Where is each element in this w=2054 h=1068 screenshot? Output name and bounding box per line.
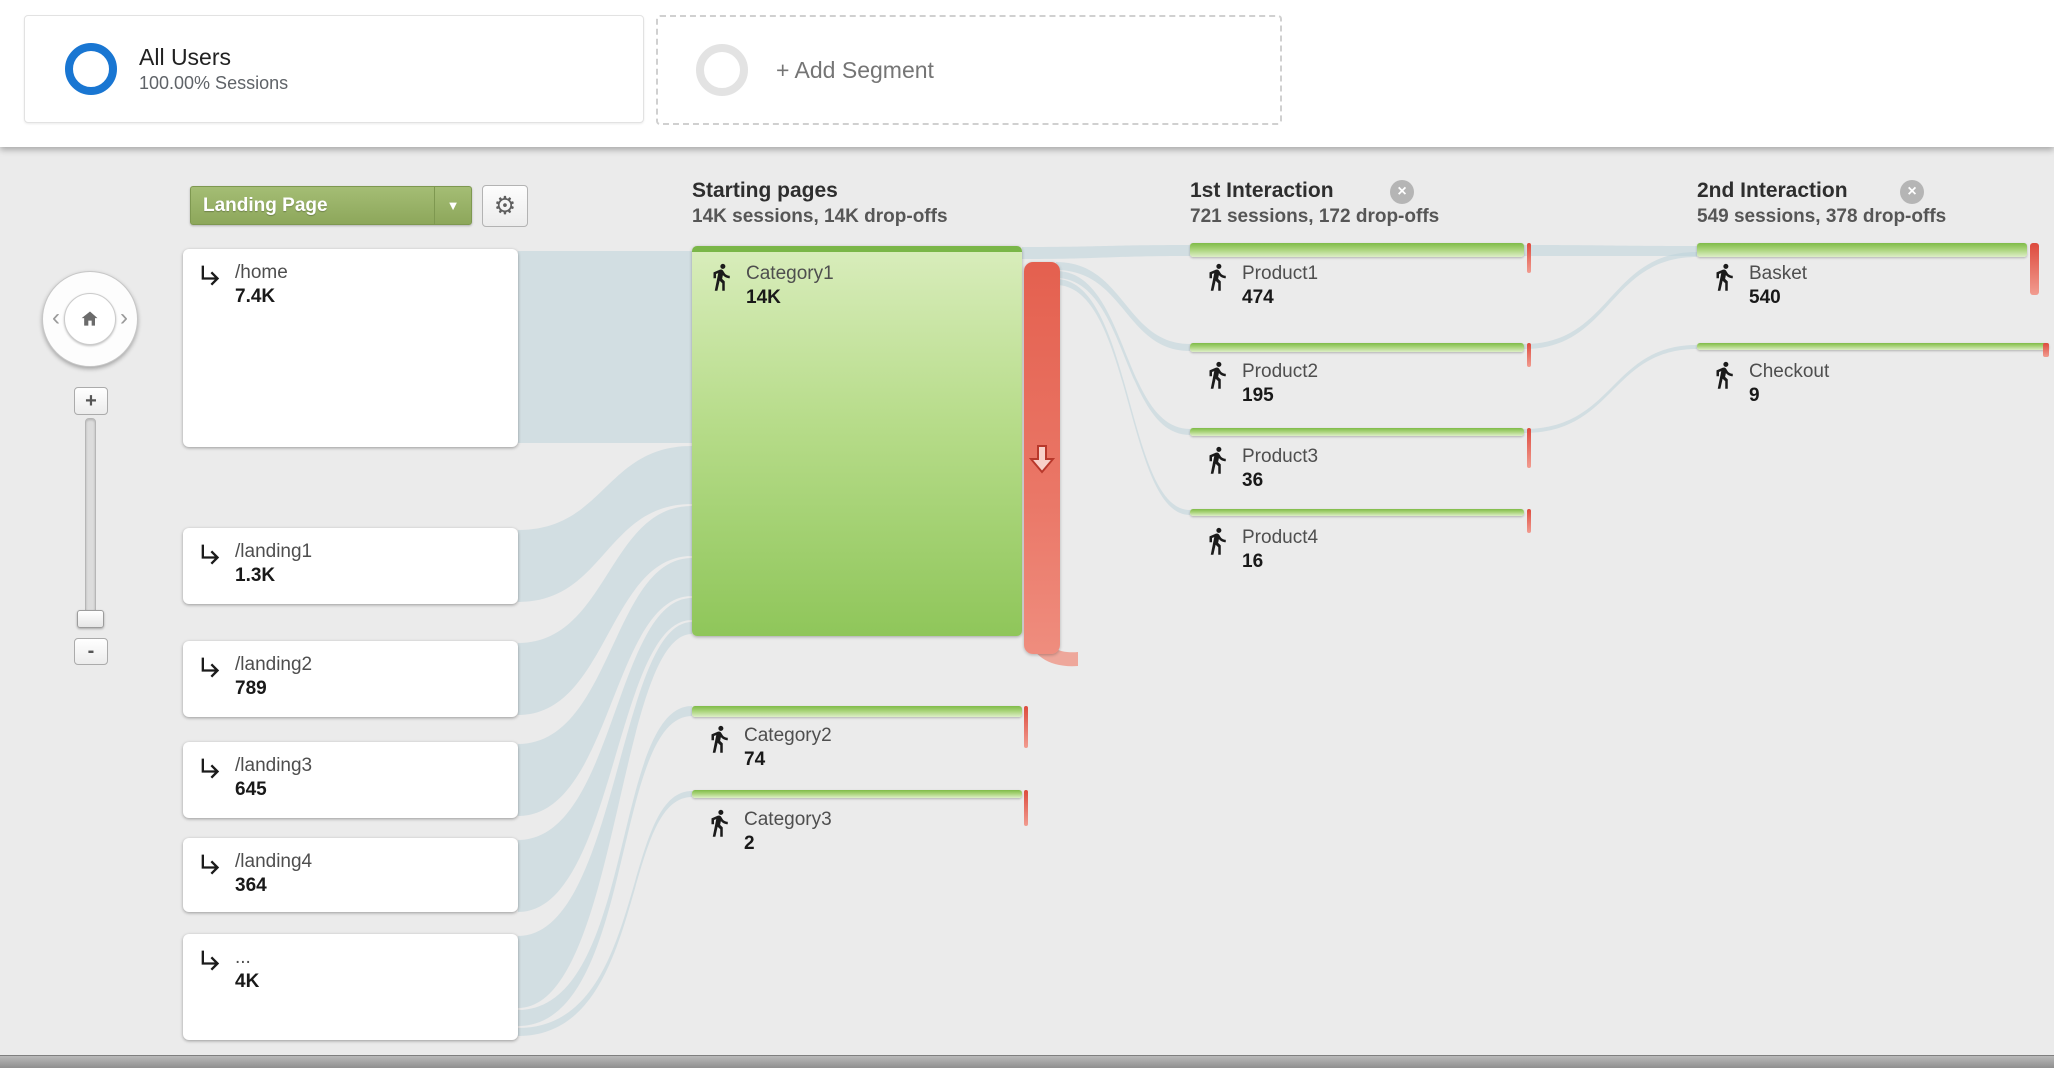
node-value: 4K [235, 971, 260, 992]
segment-ring-icon [65, 43, 117, 95]
node-value: 7.4K [235, 286, 276, 307]
close-icon: × [1907, 183, 1917, 200]
node-product3-bar[interactable] [1190, 428, 1524, 436]
node-product4-bar[interactable] [1190, 509, 1524, 516]
node-label: /landing4 [235, 851, 313, 872]
walking-person-icon [713, 263, 730, 291]
segment-card-all-users[interactable]: All Users 100.00% Sessions [24, 15, 644, 123]
dropoff-tick [1024, 706, 1028, 748]
column-subtitle: 14K sessions, 14K drop-offs [692, 206, 948, 227]
zoom-in-label: + [85, 389, 97, 412]
column-subtitle: 721 sessions, 172 drop-offs [1190, 206, 1440, 227]
zoom-slider-track[interactable] [85, 418, 96, 616]
walking-person-icon [711, 809, 728, 837]
column-title: Starting pages [692, 179, 838, 202]
settings-gear-button[interactable]: ⚙ [482, 185, 528, 227]
node-value: 645 [235, 779, 267, 800]
walking-person-icon [711, 725, 728, 753]
column-header-2nd-interaction: 2nd Interaction 549 sessions, 378 drop-o… [1697, 178, 2054, 231]
add-segment-label: + Add Segment [776, 56, 934, 83]
node-category1[interactable] [692, 246, 1022, 636]
column-header-starting-pages: Starting pages 14K sessions, 14K drop-of… [692, 178, 1112, 231]
walking-person-icon [1209, 361, 1226, 389]
dimension-dropdown-label: Landing Page [203, 194, 328, 216]
entrance-arrow-icon [201, 657, 220, 678]
entrance-arrow-icon [201, 950, 220, 971]
walking-person-icon [1209, 446, 1226, 474]
node-value: 1.3K [235, 565, 276, 586]
landing-node-home[interactable]: /home 7.4K [183, 249, 518, 447]
entrance-arrow-icon [201, 854, 220, 875]
dropoff-tick [2030, 243, 2039, 295]
add-segment-ring-icon [696, 44, 748, 96]
node-label-category1: Category1 14K [706, 262, 834, 310]
dropoff-tick [1024, 790, 1028, 826]
column-title: 1st Interaction [1190, 179, 1334, 202]
home-button[interactable] [64, 293, 116, 345]
node-category3-bar[interactable] [692, 790, 1022, 798]
node-checkout-bar[interactable] [1697, 343, 2049, 350]
column-header-1st-interaction: 1st Interaction 721 sessions, 172 drop-o… [1190, 178, 1610, 231]
zoom-out-button[interactable]: - [74, 638, 108, 665]
node-label: /home [235, 262, 288, 283]
zoom-in-button[interactable]: + [74, 387, 108, 415]
walking-person-icon [1209, 527, 1226, 555]
node-label: /landing3 [235, 755, 313, 776]
entrance-arrow-icon [201, 758, 220, 779]
node-product2-bar[interactable] [1190, 343, 1524, 352]
pan-right-button[interactable]: › [120, 303, 128, 331]
node-label-checkout: Checkout 9 [1709, 360, 1829, 408]
pan-wheel: ‹ › [42, 271, 138, 367]
node-label: /landing1 [235, 541, 313, 562]
chevron-down-icon: ▼ [434, 187, 471, 224]
landing-node-landing3[interactable]: /landing3 645 [183, 742, 518, 818]
walking-person-icon [1209, 263, 1226, 291]
dropoff-tick [1527, 343, 1531, 367]
dropoff-tick [1527, 243, 1531, 273]
segment-bar: All Users 100.00% Sessions + Add Segment [0, 0, 2054, 147]
node-label-product3: Product3 36 [1202, 445, 1318, 493]
walking-person-icon [1716, 263, 1733, 291]
close-column-button[interactable]: × [1900, 180, 1924, 204]
node-label-basket: Basket 540 [1709, 262, 1807, 310]
zoom-slider-handle[interactable] [77, 610, 104, 628]
walking-person-icon [1716, 361, 1733, 389]
dimension-dropdown[interactable]: Landing Page ▼ [190, 186, 472, 225]
pan-left-button[interactable]: ‹ [52, 303, 60, 331]
node-label-category3: Category3 2 [704, 808, 832, 856]
node-label: /landing2 [235, 654, 313, 675]
node-label-product2: Product2 195 [1202, 360, 1318, 408]
segment-subtitle: 100.00% Sessions [139, 73, 289, 93]
node-value: 789 [235, 678, 267, 699]
landing-node-landing2[interactable]: /landing2 789 [183, 641, 518, 717]
home-icon [81, 311, 98, 326]
node-label: ... [235, 947, 251, 968]
dropoff-tick [1527, 428, 1531, 468]
node-basket-bar[interactable] [1697, 243, 2027, 257]
landing-node-other[interactable]: ... 4K [183, 934, 518, 1040]
landing-node-landing1[interactable]: /landing1 1.3K [183, 528, 518, 604]
landing-node-landing4[interactable]: /landing4 364 [183, 838, 518, 912]
close-icon: × [1397, 183, 1407, 200]
add-segment-card[interactable]: + Add Segment [656, 15, 1282, 125]
zoom-out-label: - [87, 640, 95, 662]
node-label-product1: Product1 474 [1202, 262, 1318, 310]
close-column-button[interactable]: × [1390, 180, 1414, 204]
entrance-arrow-icon [201, 544, 220, 565]
column-subtitle: 549 sessions, 378 drop-offs [1697, 206, 1947, 227]
segment-title: All Users [139, 44, 232, 70]
node-label-product4: Product4 16 [1202, 526, 1318, 574]
node-product1-bar[interactable] [1190, 243, 1524, 257]
node-category2-bar[interactable] [692, 706, 1022, 717]
entrance-arrow-icon [201, 265, 220, 286]
dropoff-tick [1527, 509, 1531, 533]
node-value: 364 [235, 875, 267, 896]
column-title: 2nd Interaction [1697, 179, 1848, 202]
gear-icon: ⚙ [493, 192, 517, 220]
node-label-category2: Category2 74 [704, 724, 832, 772]
horizontal-scrollbar[interactable] [0, 1055, 2054, 1068]
dropoff-arrow-icon [1029, 444, 1055, 474]
dropoff-tick [2043, 343, 2049, 357]
